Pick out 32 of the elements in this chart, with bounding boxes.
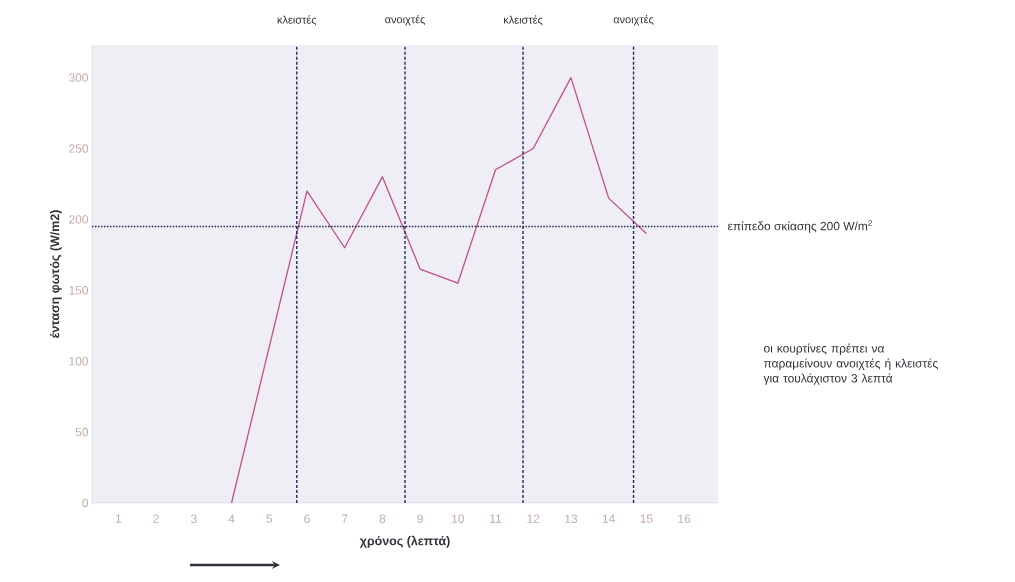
y-tick-label: 100: [69, 356, 89, 366]
x-tick-label: 4: [228, 514, 235, 523]
x-tick-label: 5: [266, 514, 273, 523]
y-tick-label: 250: [69, 144, 89, 153]
ref-line-label: επίπεδο σκίασης 200 W/m$^{2}$: [727, 220, 872, 233]
x-axis-title: χρόνος (λεπτά): [359, 535, 450, 548]
y-tick-label: 0: [82, 498, 89, 508]
y-tick-label: 300: [69, 73, 89, 82]
ref-line-label: ανοιχτές: [613, 14, 654, 26]
x-tick-label: 7: [341, 514, 348, 523]
y-tick-label: 200: [69, 215, 89, 224]
x-tick-label: 9: [417, 514, 423, 523]
ref-line-label: κλειστές: [277, 15, 317, 26]
x-tick-label: 14: [602, 514, 615, 523]
y-axis-title: ένταση φωτός (W/m2): [49, 210, 62, 338]
y-tick-label: 50: [75, 427, 89, 437]
x-tick-label: 12: [527, 514, 540, 523]
text: οι κουρτίνες πρέπει να παραμείνουν ανοιχτές ή κλειστές για τουλάχιστον 3 λεπτά: [763, 343, 938, 385]
ref-line-label: ανοιχτές: [385, 14, 425, 26]
x-tick-label: 1: [115, 514, 122, 523]
line-series: [230, 76, 648, 504]
x-tick-label: 10: [452, 514, 464, 523]
x-tick-label: 3: [190, 514, 197, 523]
y-tick-label: 150: [69, 286, 89, 295]
x-tick-label: 13: [565, 514, 578, 523]
x-tick-label: 16: [678, 514, 691, 523]
x-tick-label: 2: [153, 514, 159, 523]
ref-line-label: κλειστές: [504, 15, 543, 26]
x-tick-label: 6: [304, 514, 310, 523]
x-tick-label: 11: [490, 514, 502, 523]
x-tick-label: 15: [640, 514, 653, 523]
x-tick-label: 8: [379, 514, 386, 523]
